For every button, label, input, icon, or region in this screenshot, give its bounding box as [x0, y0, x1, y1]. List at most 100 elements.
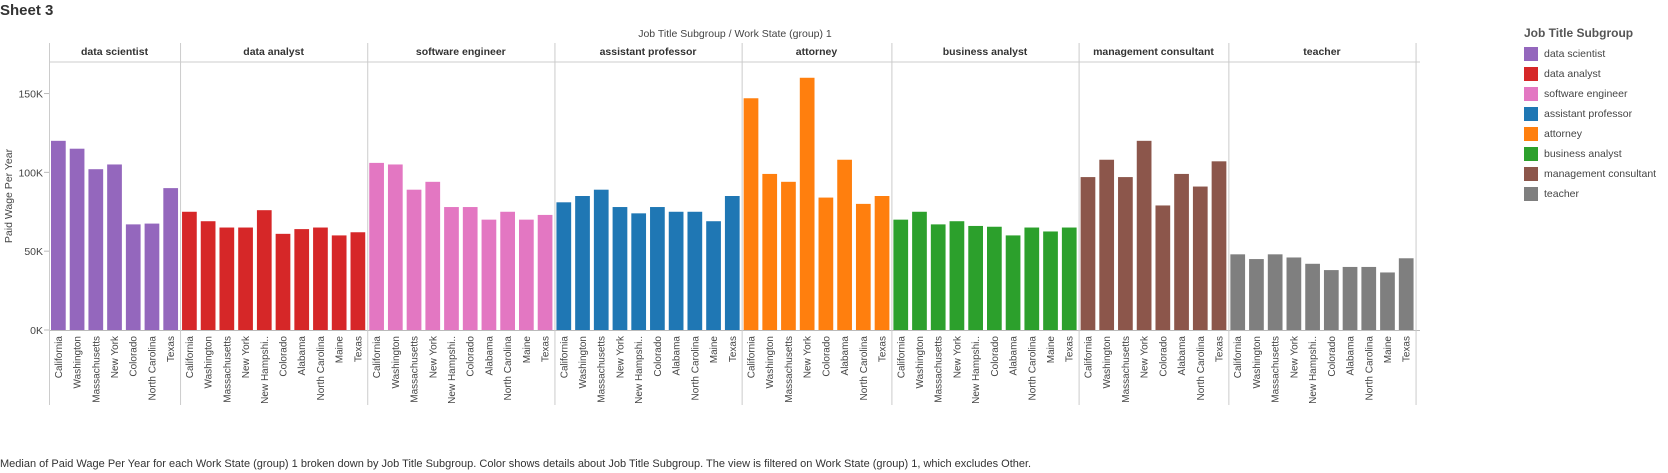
x-tick-label: Colorado: [1327, 336, 1338, 377]
panel-header: data scientist: [81, 46, 149, 58]
x-tick-label: New Hampshi..: [447, 336, 458, 404]
bar: [1230, 254, 1246, 330]
x-tick-label: Colorado: [1158, 336, 1169, 377]
x-tick-label: Texas: [541, 336, 552, 362]
legend-item[interactable]: data analyst: [1524, 64, 1664, 84]
bar: [912, 211, 927, 330]
legend-swatch: [1524, 187, 1538, 201]
legend-item[interactable]: assistant professor: [1524, 104, 1664, 124]
x-tick-label: Alabama: [672, 336, 683, 376]
y-tick-label: 50K: [24, 246, 43, 258]
bar: [1024, 227, 1040, 330]
x-tick-label: North Carolina: [1196, 336, 1207, 401]
x-tick-label: Massachusetts: [597, 336, 608, 403]
x-tick-label: Colorado: [990, 336, 1001, 377]
x-tick-label: New York: [241, 335, 252, 378]
bar: [1323, 270, 1339, 330]
bar: [444, 207, 459, 330]
x-tick-label: Washington: [1252, 336, 1263, 388]
legend-item[interactable]: attorney: [1524, 124, 1664, 144]
bar: [1174, 173, 1189, 330]
x-tick-label: Alabama: [297, 336, 308, 376]
x-tick-label: North Carolina: [859, 336, 870, 401]
x-tick-label: New York: [803, 335, 814, 378]
legend-items: data scientist data analyst software engin…: [1524, 44, 1664, 204]
x-tick-label: Texas: [878, 336, 889, 362]
legend-label: teacher: [1544, 188, 1580, 200]
x-tick-label: Texas: [1402, 336, 1413, 362]
panel-header: business analyst: [943, 46, 1028, 58]
legend-item[interactable]: data scientist: [1524, 44, 1664, 64]
x-tick-label: Alabama: [840, 336, 851, 376]
bar: [406, 189, 422, 330]
bar: [219, 227, 235, 330]
x-tick-label: New Hampshi..: [971, 336, 982, 404]
bar: [519, 219, 534, 330]
legend-swatch: [1524, 87, 1538, 101]
x-tick-label: Washington: [391, 336, 402, 388]
x-tick-label: Washington: [1102, 336, 1113, 388]
x-tick-label: Massachusetts: [410, 336, 421, 403]
panel-header: assistant professor: [600, 46, 697, 58]
legend-label: attorney: [1544, 128, 1582, 140]
legend-item[interactable]: management consultant: [1524, 164, 1664, 184]
legend-label: business analyst: [1544, 148, 1622, 160]
legend-title: Job Title Subgroup: [1524, 26, 1634, 40]
y-tick-label: 0K: [30, 325, 43, 337]
x-tick-label: North Carolina: [1027, 336, 1038, 401]
panel-header: teacher: [1303, 46, 1340, 58]
x-tick-label: Colorado: [653, 336, 664, 377]
x-tick-label: Alabama: [1346, 336, 1357, 376]
panel-header: data analyst: [243, 46, 304, 58]
bar: [1099, 159, 1115, 330]
x-tick-label: New Hampshi..: [1308, 336, 1319, 404]
bar: [762, 173, 778, 330]
sheet-title: Sheet 3: [0, 2, 54, 19]
x-tick-label: California: [1083, 336, 1094, 379]
bar: [69, 148, 85, 330]
x-tick-label: Massachusetts: [91, 336, 102, 403]
bar: [893, 219, 909, 330]
legend-label: management consultant: [1544, 168, 1657, 180]
bar: [1136, 140, 1152, 330]
bar: [1211, 161, 1227, 330]
bar: [1361, 266, 1377, 330]
bar: [949, 221, 965, 330]
bar: [1192, 186, 1208, 330]
x-tick-label: Washington: [204, 336, 215, 388]
bar: [1118, 177, 1133, 330]
y-tick-label: 150K: [18, 89, 43, 101]
x-tick-label: Texas: [166, 336, 177, 362]
bar: [1043, 231, 1058, 330]
bar: [724, 196, 740, 330]
bar: [556, 202, 572, 330]
bar: [687, 211, 703, 330]
legend-label: data scientist: [1544, 48, 1606, 60]
x-tick-label: California: [747, 336, 758, 379]
bar: [1305, 263, 1320, 330]
chart-caption: Median of Paid Wage Per Year for each Wo…: [0, 458, 1032, 470]
panel-header: software engineer: [416, 46, 506, 58]
legend-swatch: [1524, 47, 1538, 61]
x-tick-label: California: [1233, 336, 1244, 379]
y-axis-label: Paid Wage Per Year: [3, 148, 15, 243]
legend-item[interactable]: teacher: [1524, 184, 1664, 204]
x-tick-label: Maine: [709, 336, 720, 364]
bar: [668, 211, 684, 330]
bar: [818, 197, 834, 330]
x-tick-label: Texas: [1215, 336, 1226, 362]
bar: [200, 221, 216, 330]
x-tick-label: Washington: [73, 336, 84, 388]
legend-swatch: [1524, 67, 1538, 81]
bar: [256, 210, 272, 330]
bar-chart: Job Title Subgroup / Work State (group) …: [3, 28, 1420, 405]
bar: [144, 223, 160, 330]
bar: [1286, 257, 1302, 330]
bar: [369, 162, 384, 330]
legend-item[interactable]: business analyst: [1524, 144, 1664, 164]
x-tick-label: Massachusetts: [1121, 336, 1132, 403]
bar: [930, 224, 946, 330]
legend-item[interactable]: software engineer: [1524, 84, 1664, 104]
x-tick-label: Texas: [353, 336, 364, 362]
x-tick-label: Maine: [1383, 336, 1394, 364]
